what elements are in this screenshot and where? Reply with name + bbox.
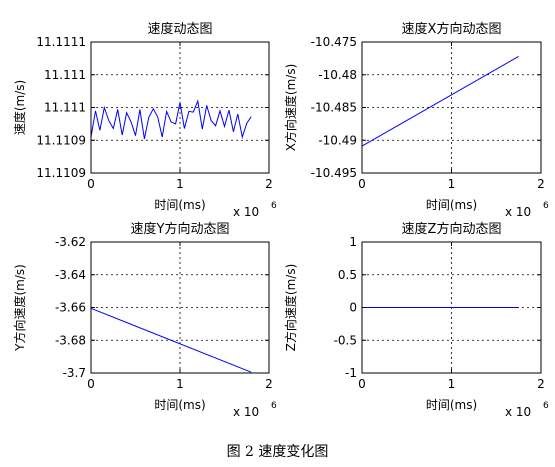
x-tick-label: 1 xyxy=(176,177,184,191)
chart-1: 0 1 2 11.1111 11.111 11.111 11.1109 11.1109 速度动态… xyxy=(12,21,277,219)
y-tick-label: 1 xyxy=(349,235,357,249)
x-axis-label: 时间(ms) xyxy=(426,198,477,212)
chart-title: 速度X方向动态图 xyxy=(402,21,502,37)
x-axis-label: 时间(ms) xyxy=(426,398,477,412)
y-axis-label: Z方向速度(m/s) xyxy=(283,264,298,352)
x-tick-label: 1 xyxy=(448,377,456,391)
y-tick-label: -3.64 xyxy=(55,268,86,282)
y-tick-label: 11.1109 xyxy=(36,166,86,180)
y-tick-label: -10.49 xyxy=(318,133,357,147)
y-tick-label: 11.1109 xyxy=(36,133,86,147)
x-axis-label: 时间(ms) xyxy=(154,398,205,412)
chart-title: 速度Z方向动态图 xyxy=(402,221,502,237)
x-tick-label: 0 xyxy=(87,177,95,191)
y-tick-label: -0.5 xyxy=(334,333,357,347)
y-tick-label: 11.1111 xyxy=(36,35,86,49)
x-axis-multiplier: x 10 xyxy=(233,405,259,419)
y-axis-label: Y方向速度(m/s) xyxy=(12,264,27,352)
y-tick-label: -3.66 xyxy=(55,301,86,315)
y-tick-label: -3.7 xyxy=(63,366,86,380)
y-tick-label: -3.62 xyxy=(55,235,86,249)
y-tick-label: -3.68 xyxy=(55,333,86,347)
x-tick-label: 0 xyxy=(358,177,366,191)
y-axis-label: X方向速度(m/s) xyxy=(283,64,298,152)
series-line xyxy=(361,55,519,147)
x-tick-label: 1 xyxy=(448,177,456,191)
chart-title: 速度Y方向动态图 xyxy=(131,221,230,237)
x-tick-label: 0 xyxy=(87,377,95,391)
x-axis-exponent: 6 xyxy=(271,201,277,211)
chart-3: 0 1 2 -3.62 -3.64 -3.66 -3.68 -3.7 速度Y方向动态图时间(ms… xyxy=(12,221,277,419)
x-tick-label: 0 xyxy=(358,377,366,391)
x-axis-exponent: 6 xyxy=(543,201,549,211)
y-tick-label: 0.5 xyxy=(338,268,357,282)
y-tick-label: 11.111 xyxy=(44,101,86,115)
y-tick-label: -10.495 xyxy=(311,166,357,180)
y-tick-label: -10.475 xyxy=(311,35,357,49)
series-line xyxy=(90,99,252,139)
y-axis-label: 速度(m/s) xyxy=(12,80,27,135)
x-axis-multiplier: x 10 xyxy=(505,405,531,419)
x-axis-exponent: 6 xyxy=(271,401,277,411)
x-axis-multiplier: x 10 xyxy=(505,205,531,219)
x-tick-label: 2 xyxy=(265,177,273,191)
chart-title: 速度动态图 xyxy=(147,21,212,37)
series-line xyxy=(90,307,252,373)
x-axis-multiplier: x 10 xyxy=(233,205,259,219)
x-axis-label: 时间(ms) xyxy=(154,198,205,212)
x-tick-label: 2 xyxy=(537,177,545,191)
y-tick-label: 0 xyxy=(349,301,357,315)
figure-caption: 图 2 速度变化图 xyxy=(226,444,329,460)
y-tick-label: -10.48 xyxy=(318,68,357,82)
x-tick-label: 1 xyxy=(176,377,184,391)
x-tick-label: 2 xyxy=(537,377,545,391)
x-axis-exponent: 6 xyxy=(543,401,549,411)
y-tick-label: -1 xyxy=(345,366,357,380)
y-tick-label: -10.485 xyxy=(311,101,357,115)
x-tick-label: 2 xyxy=(265,377,273,391)
y-tick-label: 11.111 xyxy=(44,68,86,82)
chart-2: 0 1 2 -10.475 -10.48 -10.485 -10.49 -10.495 速度X方… xyxy=(283,21,549,219)
